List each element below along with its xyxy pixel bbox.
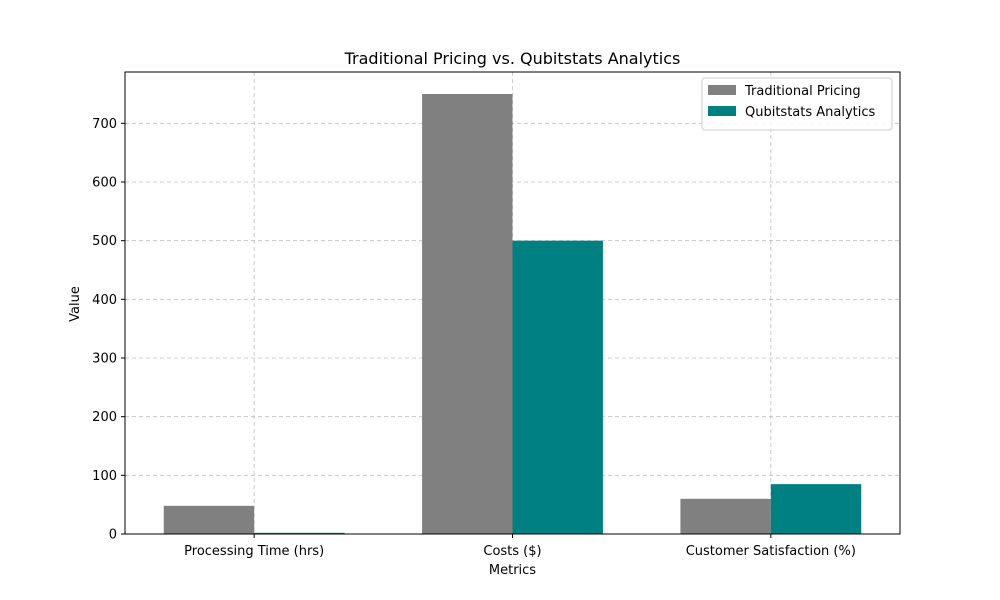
legend-label: Qubitstats Analytics	[745, 105, 876, 120]
legend-label: Traditional Pricing	[744, 84, 861, 99]
axes-layer: 0 100 200 300 400 500 600 700 Processing Time (h…	[92, 71, 901, 559]
x-tick-label: Processing Time (hrs)	[184, 544, 324, 559]
y-tick-label: 400	[92, 293, 117, 308]
legend-box	[701, 77, 893, 131]
x-tick-label: Costs ($)	[483, 544, 541, 559]
bar	[512, 240, 603, 534]
y-axis-label: Value	[68, 286, 83, 322]
y-tick-label: 500	[92, 234, 117, 249]
y-tick-label: 600	[92, 176, 117, 191]
legend-swatch	[708, 106, 736, 116]
x-tick-label: Customer Satisfaction (%)	[686, 544, 856, 559]
legend: Traditional Pricing Qubitstats Analytics	[701, 77, 893, 131]
y-tick-label: 0	[109, 528, 117, 543]
bar	[422, 94, 513, 534]
legend-swatch	[708, 85, 736, 95]
y-tick-label: 200	[92, 410, 117, 425]
bar	[254, 532, 345, 534]
x-axis-label: Metrics	[489, 563, 536, 578]
y-tick-label: 100	[92, 469, 117, 484]
y-tick-label: 700	[92, 117, 117, 132]
bar	[770, 484, 862, 534]
bars-layer	[163, 94, 862, 534]
plot-frame	[124, 71, 901, 535]
bar	[680, 498, 771, 534]
y-tick-label: 300	[92, 352, 117, 367]
bar	[163, 505, 255, 534]
chart-title: Traditional Pricing vs. Qubitstats Analy…	[344, 49, 681, 68]
